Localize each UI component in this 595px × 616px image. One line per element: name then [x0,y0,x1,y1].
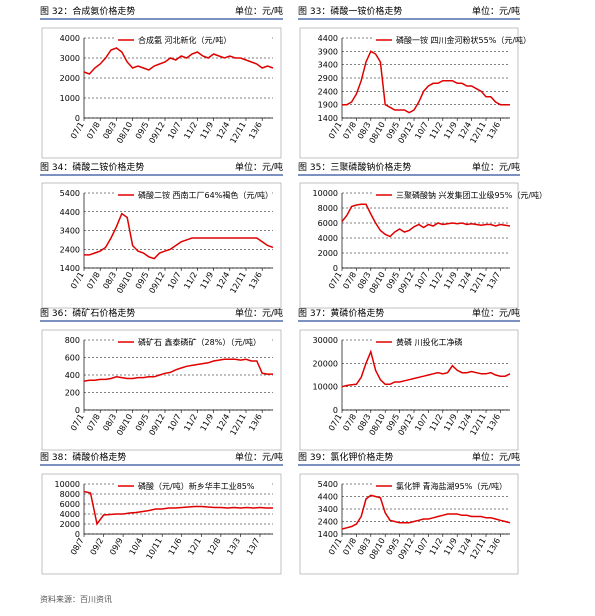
y-tick-label: 10000 [313,189,338,198]
y-tick-label: 800 [65,336,80,345]
chart-frame [299,473,519,575]
figure-title: 图 35：三聚磷酸钠价格走势 [298,161,411,173]
y-tick-label: 2400 [318,518,338,527]
y-tick-label: 0 [75,530,80,539]
y-tick-label: 4000 [60,510,80,519]
legend-label: 合成氨 河北新化（元/吨） [138,35,231,45]
figure-title: 图 38：磷酸价格走势 [40,451,126,463]
chart-frame [41,27,282,159]
y-tick-label: 4000 [318,234,338,243]
y-tick-label: 5400 [60,189,80,198]
figure-title: 图 39：氯化钾价格走势 [298,451,393,463]
y-tick-label: 2900 [318,74,338,83]
chart-frame [41,329,282,451]
legend-label: 磷酸一铵 四川金河粉状55%（元/吨） [396,35,531,45]
unit-label: 单位：元/吨 [472,5,520,17]
y-tick-label: 400 [65,371,80,380]
y-tick-label: 0 [75,406,80,415]
y-tick-label: 8000 [318,204,338,213]
y-tick-label: 1400 [60,264,80,273]
y-tick-label: 3400 [60,227,80,236]
price-line [83,358,273,382]
figure-title: 图 36：磷矿石价格走势 [40,307,135,319]
y-tick-label: 0 [75,114,80,123]
y-tick-label: 2000 [60,520,80,529]
price-line [341,203,511,238]
y-tick-label: 4400 [60,208,80,217]
legend-label: 磷酸二铵 西南工厂64%褐色（元/吨） [138,190,273,200]
figure-title: 图 32：合成氨价格走势 [40,5,135,17]
chart-frame [299,27,519,159]
y-tick-label: 2000 [60,74,80,83]
chart-frame [299,329,519,451]
y-tick-label: 3000 [60,54,80,63]
legend-label: 三聚磷酸钠 兴发集团工业级95%（元/吨） [396,190,547,200]
y-tick-label: 10000 [313,383,338,392]
unit-label: 单位：元/吨 [472,451,520,463]
legend-label: 磷矿石 鑫泰磷矿（28%）（元/吨） [138,337,261,347]
price-line [84,212,274,260]
y-tick-label: 600 [65,354,80,363]
y-tick-label: 200 [65,389,80,398]
legend-label: 黄磷 川投化工净磷 [396,337,463,347]
legend-bg [374,336,508,346]
unit-label: 单位：元/吨 [235,307,283,319]
unit-label: 单位：元/吨 [472,161,520,173]
legend-label: 氯化钾 青海盐湖95%（元/吨） [396,481,507,491]
chart-frame [299,182,519,309]
y-tick-label: 4400 [318,34,338,43]
legend-bg [116,336,271,346]
y-tick-label: 30000 [313,336,338,345]
chart-frame [41,182,282,309]
y-tick-label: 3400 [318,505,338,514]
unit-label: 单位：元/吨 [235,161,283,173]
y-tick-label: 4400 [318,493,338,502]
y-tick-label: 1400 [318,114,338,123]
y-tick-label: 1900 [318,101,338,110]
price-line [83,47,274,75]
legend-bg [374,34,508,44]
y-tick-label: 1000 [60,94,80,103]
y-tick-label: 2400 [60,245,80,254]
y-tick-label: 0 [333,264,338,273]
legend-bg [116,34,271,44]
y-tick-label: 4000 [60,34,80,43]
figure-title: 图 34：磷酸二铵价格走势 [40,161,144,173]
legend-bg [374,189,508,199]
y-tick-label: 20000 [313,359,338,368]
figure-title: 图 33：磷酸一铵价格走势 [298,5,402,17]
y-tick-label: 6000 [318,219,338,228]
y-tick-label: 3400 [318,61,338,70]
legend-label: 磷酸（元/吨）新乡华丰工业85% [138,481,255,491]
y-tick-label: 2000 [318,249,338,258]
y-tick-label: 10000 [55,480,80,489]
figure-title: 图 37：黄磷价格走势 [298,307,384,319]
price-line [342,50,510,114]
unit-label: 单位：元/吨 [235,451,283,463]
legend-bg [116,189,271,199]
y-tick-label: 0 [333,406,338,415]
unit-label: 单位：元/吨 [235,5,283,17]
price-line [341,494,511,530]
y-tick-label: 5400 [318,480,338,489]
y-tick-label: 1400 [318,530,338,539]
legend-bg [116,480,271,490]
y-tick-label: 8000 [60,490,80,499]
y-tick-label: 6000 [60,500,80,509]
price-line [341,349,511,388]
legend-bg [374,480,508,490]
unit-label: 单位：元/吨 [472,307,520,319]
y-tick-label: 3900 [318,47,338,56]
y-tick-label: 2400 [318,87,338,96]
price-line [83,490,273,526]
source-note: 资料来源：百川资讯 [40,594,112,604]
